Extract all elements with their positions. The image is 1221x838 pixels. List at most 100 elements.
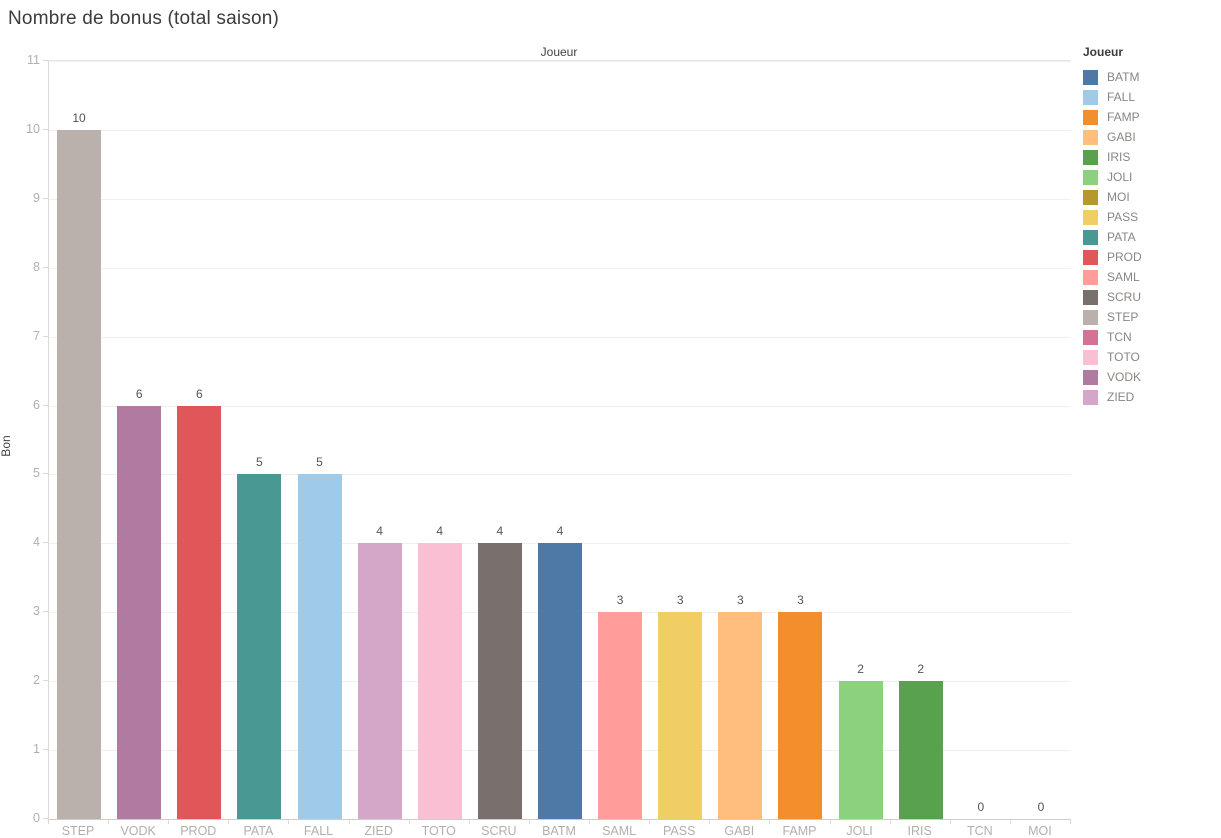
- legend-title: Joueur: [1083, 45, 1124, 59]
- bar-gabi[interactable]: [718, 612, 763, 819]
- gridline: [49, 267, 1071, 269]
- legend-swatch: [1083, 369, 1098, 385]
- y-tick-mark: [43, 749, 48, 751]
- x-tick-mark: [408, 819, 410, 824]
- x-category-label: MOI: [1028, 824, 1052, 838]
- y-tick-label: 11: [27, 53, 40, 67]
- legend-swatch: [1083, 189, 1098, 205]
- y-tick-mark: [43, 680, 48, 682]
- bar-step[interactable]: [57, 129, 102, 819]
- gridline: [49, 129, 1071, 131]
- legend-label: ZIED: [1107, 390, 1135, 404]
- legend-item-tcn[interactable]: TCN: [1083, 327, 1221, 347]
- legend-item-famp[interactable]: FAMP: [1083, 107, 1221, 127]
- legend-label: FALL: [1107, 90, 1136, 104]
- legend-label: MOI: [1107, 190, 1130, 204]
- x-category-label: FALL: [303, 824, 334, 838]
- legend-label: PROD: [1107, 250, 1142, 264]
- gridline: [49, 336, 1071, 338]
- bar-value-label: 0: [977, 800, 985, 814]
- legend: Joueur BATM FALL FAMP GABI IRIS JOLI MOI PASS PA…: [1083, 45, 1221, 407]
- bar-value-label: 3: [676, 593, 684, 608]
- legend-swatch: [1083, 269, 1098, 285]
- bar-batm[interactable]: [538, 543, 582, 819]
- y-tick-label: 7: [33, 328, 40, 343]
- legend-item-iris[interactable]: IRIS: [1083, 147, 1221, 167]
- legend-item-pata[interactable]: PATA: [1083, 227, 1221, 247]
- bar-value-label: 6: [195, 386, 203, 401]
- gridline: [49, 405, 1071, 407]
- x-tick-mark: [889, 819, 891, 824]
- legend-label: BATM: [1107, 70, 1140, 84]
- x-category-label: VODK: [120, 824, 156, 838]
- x-category-label: SAML: [602, 824, 637, 838]
- bar-toto[interactable]: [417, 543, 462, 819]
- legend-item-prod[interactable]: PROD: [1083, 247, 1221, 267]
- legend-label: JOLI: [1107, 170, 1133, 184]
- x-tick-mark: [108, 819, 110, 824]
- y-tick-mark: [43, 335, 48, 337]
- x-tick-mark: [348, 819, 350, 824]
- legend-swatch: [1083, 329, 1098, 345]
- x-tick-mark: [649, 819, 651, 824]
- legend-item-joli[interactable]: JOLI: [1083, 167, 1221, 187]
- bar-value-label: 4: [496, 524, 504, 539]
- legend-swatch: [1083, 249, 1098, 265]
- bar-scru[interactable]: [477, 543, 522, 819]
- chart-title: Nombre de bonus (total saison): [8, 8, 280, 29]
- legend-item-saml[interactable]: SAML: [1083, 267, 1221, 287]
- bar-saml[interactable]: [598, 612, 643, 819]
- legend-item-toto[interactable]: TOTO: [1083, 347, 1221, 367]
- bar-famp[interactable]: [778, 612, 823, 819]
- bar-pata[interactable]: [237, 474, 282, 819]
- legend-items: BATM FALL FAMP GABI IRIS JOLI MOI PASS PATA PROD S…: [1083, 67, 1221, 407]
- bar-pass[interactable]: [658, 612, 703, 819]
- x-category-label: ZIED: [364, 824, 393, 838]
- legend-item-batm[interactable]: BATM: [1083, 67, 1221, 87]
- gridline: [49, 61, 1071, 62]
- legend-swatch: [1083, 69, 1098, 85]
- x-tick-mark: [168, 819, 170, 824]
- legend-swatch: [1083, 309, 1098, 325]
- bar-value-label: 0: [1037, 800, 1045, 814]
- legend-item-fall[interactable]: FALL: [1083, 87, 1221, 107]
- legend-label: VODK: [1107, 370, 1142, 384]
- x-tick-mark: [48, 819, 49, 824]
- legend-item-pass[interactable]: PASS: [1083, 207, 1221, 227]
- bar-vodk[interactable]: [117, 405, 162, 819]
- y-tick-mark: [43, 818, 48, 819]
- x-tick-mark: [949, 819, 951, 824]
- bar-fall[interactable]: [297, 474, 342, 819]
- y-tick-mark: [43, 473, 48, 475]
- x-category-label: STEP: [61, 824, 95, 838]
- y-tick-label: 10: [26, 121, 40, 136]
- bar-zied[interactable]: [357, 543, 402, 819]
- legend-item-scru[interactable]: SCRU: [1083, 287, 1221, 307]
- bar-value-label: 3: [797, 593, 804, 608]
- bar-iris[interactable]: [898, 681, 943, 819]
- legend-swatch: [1083, 209, 1098, 225]
- x-category-label: PROD: [180, 824, 217, 838]
- x-category-label: GABI: [724, 824, 755, 838]
- legend-item-zied[interactable]: ZIED: [1083, 387, 1221, 407]
- y-tick-mark: [43, 404, 48, 406]
- y-tick-label: 8: [33, 259, 40, 274]
- bar-value-label: 3: [736, 593, 744, 608]
- legend-swatch: [1083, 229, 1098, 245]
- gridline: [49, 198, 1071, 200]
- bar-joli[interactable]: [838, 681, 883, 819]
- x-tick-mark: [769, 819, 771, 824]
- legend-item-step[interactable]: STEP: [1083, 307, 1221, 327]
- legend-item-vodk[interactable]: VODK: [1083, 367, 1221, 387]
- y-tick-label: 0: [33, 811, 40, 825]
- legend-item-moi[interactable]: MOI: [1083, 187, 1221, 207]
- x-tick-mark: [589, 819, 591, 824]
- bar-prod[interactable]: [177, 405, 222, 819]
- y-tick-mark: [43, 611, 48, 613]
- x-category-label: PASS: [663, 824, 696, 838]
- y-tick-mark: [43, 128, 48, 130]
- y-tick-mark: [43, 542, 48, 544]
- legend-label: GABI: [1107, 130, 1136, 144]
- legend-item-gabi[interactable]: GABI: [1083, 127, 1221, 147]
- x-category-label: SCRU: [481, 824, 517, 838]
